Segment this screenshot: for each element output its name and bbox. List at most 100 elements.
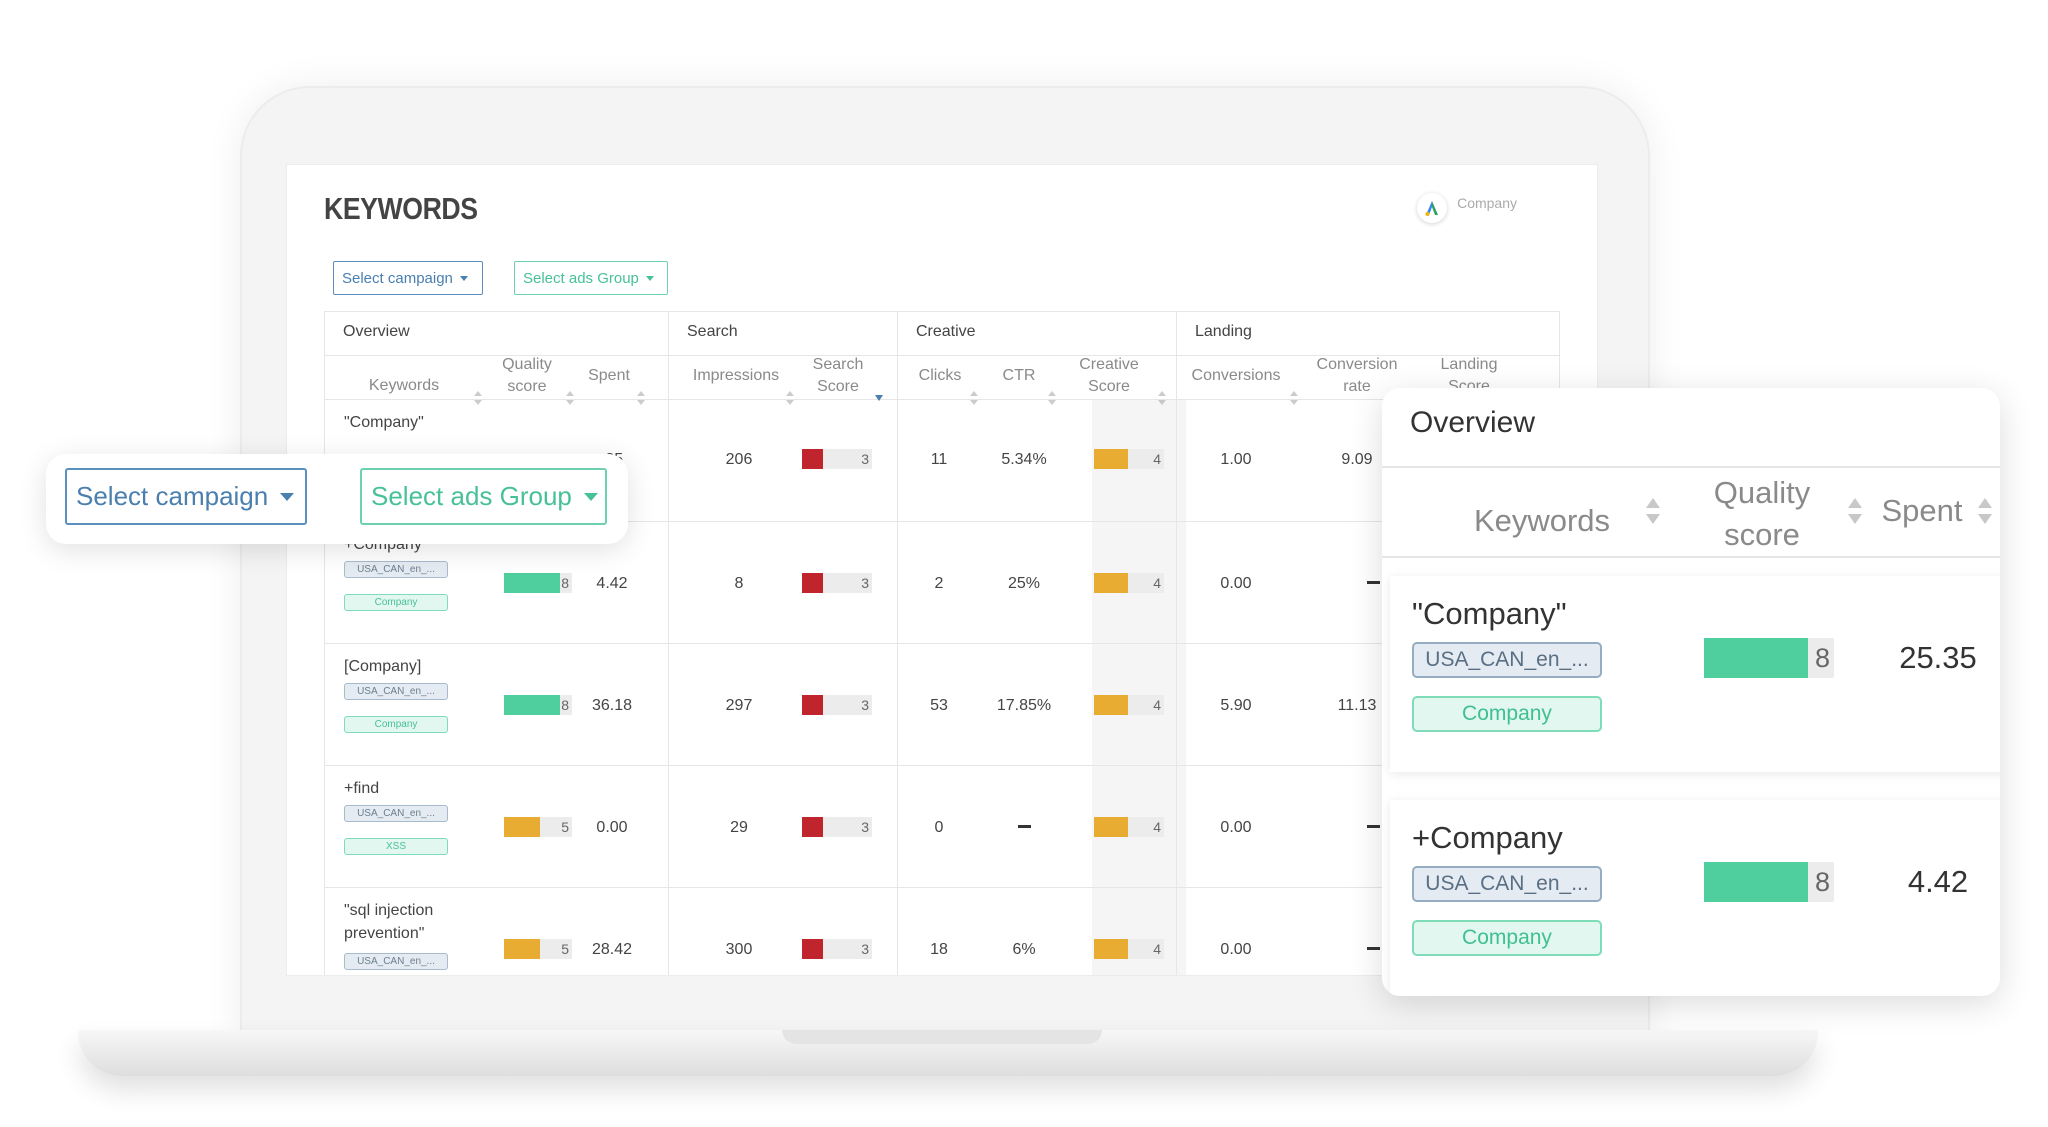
keywords-table: Overview Search Creative Landing Keyword… <box>324 311 1560 975</box>
table-cell-impressions: 300 <box>725 941 753 958</box>
campaign-tag[interactable]: USA_CAN_en_... <box>344 805 448 822</box>
table-cell-spent: 0.00 <box>596 819 628 836</box>
empty-value-dash <box>1367 947 1380 950</box>
table-cell-ctr: 5.34% <box>1001 451 1047 468</box>
creative-score-bar: 4 <box>1094 939 1164 959</box>
empty-value-dash <box>1367 581 1380 584</box>
table-cell-clicks: 2 <box>934 575 944 592</box>
col-header-spent[interactable]: Spent <box>1881 493 1963 528</box>
sorted-column-highlight <box>1092 399 1186 975</box>
sort-icon[interactable] <box>474 391 482 405</box>
table-row-keyword[interactable]: [Company] <box>344 658 422 675</box>
sort-icon[interactable] <box>1646 498 1660 524</box>
table-cell-conversions: 5.90 <box>1220 697 1252 714</box>
sort-icon[interactable] <box>1048 391 1056 405</box>
overview-keyword[interactable]: "Company" <box>1412 596 1567 631</box>
quality-score-bar: 8 <box>1704 638 1834 678</box>
ads-group-tag[interactable]: Company <box>1412 696 1602 732</box>
ads-group-tag[interactable]: XSS <box>344 838 448 855</box>
sort-icon[interactable] <box>970 391 978 405</box>
sort-icon[interactable] <box>1158 391 1166 405</box>
overview-keyword[interactable]: +Company <box>1412 820 1563 855</box>
overview-row[interactable]: +Company USA_CAN_en_... Company 8 4.42 <box>1390 800 2000 996</box>
select-ads-group-dropdown-zoomed[interactable]: Select ads Group <box>360 468 607 525</box>
col-header-keywords[interactable]: Keywords <box>1473 503 1611 538</box>
chevron-down-icon <box>645 275 654 281</box>
table-cell-conversion-rate: 9.09 <box>1341 451 1373 468</box>
table-cell-conversion-rate: 11.13 <box>1337 697 1377 714</box>
table-row-keyword[interactable]: +find <box>344 780 380 797</box>
sort-icon[interactable] <box>786 391 794 405</box>
select-ads-group-label: Select ads Group <box>523 269 639 287</box>
col-header-keywords[interactable]: Keywords <box>368 377 440 394</box>
campaign-tag[interactable]: USA_CAN_en_... <box>1412 866 1602 902</box>
overview-spent: 4.42 <box>1907 864 1969 899</box>
account-brand[interactable]: Company <box>1417 193 1517 223</box>
ads-group-tag[interactable]: Company <box>344 594 448 611</box>
table-cell-impressions: 8 <box>734 575 744 592</box>
table-cell-impressions: 29 <box>730 819 748 836</box>
brand-name: Company <box>1457 195 1517 211</box>
campaign-tag[interactable]: USA_CAN_en_... <box>344 953 448 970</box>
creative-score-bar: 4 <box>1094 817 1164 837</box>
col-header-search-score[interactable]: Search Score <box>812 356 864 395</box>
table-cell-conversions: 0.00 <box>1220 819 1252 836</box>
creative-score-bar: 4 <box>1094 449 1164 469</box>
table-cell-conversions: 0.00 <box>1220 575 1252 592</box>
campaign-tag[interactable]: USA_CAN_en_... <box>344 683 448 700</box>
table-row-keyword[interactable]: "Company" <box>344 414 424 431</box>
select-campaign-dropdown-zoomed[interactable]: Select campaign <box>65 468 307 525</box>
zoomed-filter-bar: Select campaign Select ads Group <box>46 454 628 544</box>
select-ads-group-dropdown[interactable]: Select ads Group <box>514 261 668 295</box>
overview-spent: 25.35 <box>1899 640 1977 675</box>
col-header-quality-score[interactable]: Quality score <box>502 356 552 395</box>
table-cell-spent: 4.42 <box>596 575 628 592</box>
search-score-bar: 3 <box>802 695 872 715</box>
app-screen: KEYWORDS Company Select campaign Select … <box>286 164 1598 976</box>
sort-icon[interactable] <box>1848 498 1862 524</box>
table-cell-spent: 36.18 <box>591 697 633 714</box>
sort-icon[interactable] <box>1978 498 1992 524</box>
col-header-creative-score[interactable]: Creative Score <box>1079 356 1139 395</box>
table-cell-conversions: 1.00 <box>1220 451 1252 468</box>
col-header-clicks[interactable]: Clicks <box>918 367 962 384</box>
table-cell-spent: 28.42 <box>591 941 633 958</box>
ads-group-tag[interactable]: Company <box>1412 920 1602 956</box>
chevron-down-icon <box>280 492 295 501</box>
empty-value-dash <box>1367 825 1380 828</box>
adwords-logo-icon <box>1417 193 1448 223</box>
table-cell-clicks: 53 <box>930 697 948 714</box>
group-header-overview: Overview <box>343 323 410 340</box>
select-campaign-label: Select campaign <box>76 481 269 511</box>
group-header-creative: Creative <box>916 323 976 340</box>
sort-icon[interactable] <box>566 391 574 405</box>
table-cell-clicks: 18 <box>930 941 948 958</box>
overview-row[interactable]: "Company" USA_CAN_en_... Company 8 25.35 <box>1390 576 2000 772</box>
col-header-conversion-rate[interactable]: Conversion rate <box>1316 356 1398 395</box>
quality-score-bar: 8 <box>504 573 572 593</box>
sort-icon[interactable] <box>1290 391 1298 405</box>
col-header-ctr[interactable]: CTR <box>1002 367 1036 384</box>
search-score-bar: 3 <box>802 573 872 593</box>
col-header-spent[interactable]: Spent <box>588 367 630 384</box>
search-score-bar: 3 <box>802 817 872 837</box>
table-cell-clicks: 0 <box>934 819 944 836</box>
campaign-tag[interactable]: USA_CAN_en_... <box>344 561 448 578</box>
col-header-quality-score[interactable]: Quality score <box>1713 475 1811 552</box>
select-ads-group-label: Select ads Group <box>371 481 572 511</box>
chevron-down-icon <box>459 275 468 281</box>
col-header-impressions[interactable]: Impressions <box>692 367 780 384</box>
creative-score-bar: 4 <box>1094 695 1164 715</box>
table-row-keyword[interactable]: "sql injection prevention" <box>344 902 434 942</box>
search-score-bar: 3 <box>802 939 872 959</box>
ads-group-tag[interactable]: Company <box>344 716 448 733</box>
quality-score-bar: 8 <box>504 695 572 715</box>
zoomed-overview-panel: Overview Keywords Quality score Spent "Co… <box>1382 388 2000 996</box>
select-campaign-dropdown[interactable]: Select campaign <box>333 261 483 295</box>
campaign-tag[interactable]: USA_CAN_en_... <box>1412 642 1602 678</box>
col-header-conversions[interactable]: Conversions <box>1191 367 1281 384</box>
quality-score-bar: 5 <box>504 817 572 837</box>
sort-desc-icon[interactable] <box>875 395 883 401</box>
sort-icon[interactable] <box>637 391 645 405</box>
page-title: KEYWORDS <box>324 191 478 226</box>
